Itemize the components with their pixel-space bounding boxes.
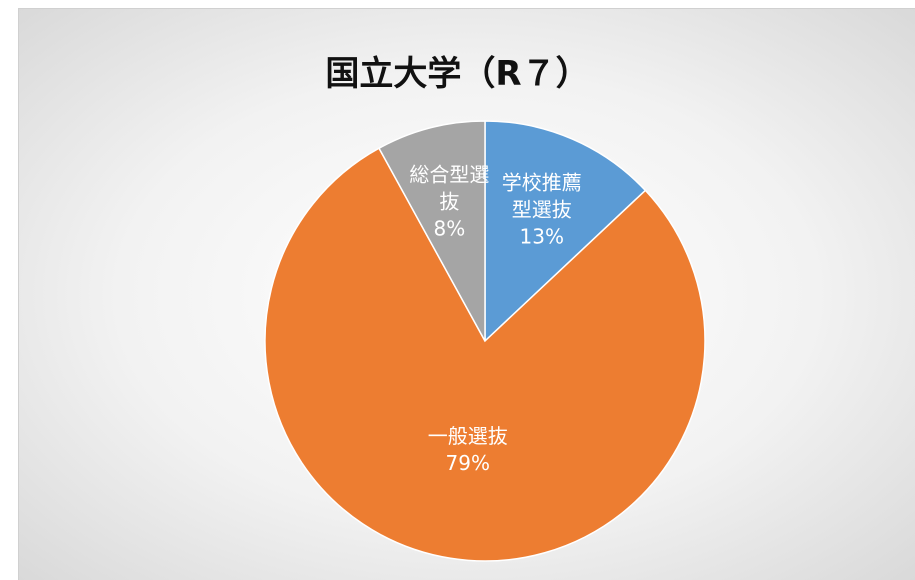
- data-label: 学校推薦型選抜 13%: [500, 169, 584, 250]
- category-label: 一般選抜: [427, 423, 508, 448]
- value-label: 13%: [519, 224, 564, 249]
- value-label: 8%: [433, 216, 466, 241]
- category-label: 総合型選抜: [409, 162, 490, 214]
- data-label: 一般選抜 79%: [426, 423, 510, 477]
- data-label: 総合型選抜 8%: [407, 162, 491, 243]
- value-label: 79%: [445, 450, 490, 475]
- category-label: 学校推薦型選抜: [501, 170, 582, 222]
- chart-title: 国立大学（R７）: [325, 54, 590, 94]
- pie-slice: [377, 120, 486, 342]
- pie-slice: [264, 147, 706, 562]
- pie-slice: [484, 120, 647, 343]
